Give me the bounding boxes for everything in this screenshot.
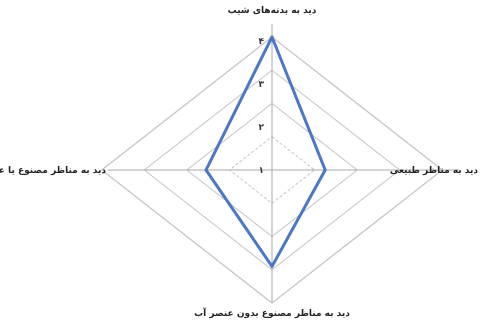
series-layer bbox=[204, 35, 327, 268]
axis-label-top: دید به بدنه‌های شیب bbox=[228, 6, 317, 16]
tick-label-1: ۱ bbox=[259, 166, 265, 176]
tick-label-3: ۳ bbox=[259, 80, 265, 90]
series-0-point-3 bbox=[204, 168, 208, 172]
axis-label-bottom: دید به مناظر مصنوع بدون عنصر آب bbox=[194, 307, 350, 319]
axis-label-left: دید به مناظر مصنوع یا عنصر آب bbox=[0, 164, 106, 176]
series-0-point-2 bbox=[270, 264, 274, 268]
series-0-point-0 bbox=[270, 35, 274, 39]
axis-label-right: دید به مناظر طبیعی bbox=[390, 166, 479, 176]
gridline-1 bbox=[228, 136, 316, 204]
tick-label-4: ۴ bbox=[259, 37, 265, 47]
axis-layer bbox=[108, 24, 459, 302]
series-0-point-1 bbox=[323, 168, 327, 172]
tick-layer: ۱ ۲ ۳ ۴ bbox=[259, 37, 265, 176]
tick-label-2: ۲ bbox=[259, 123, 265, 133]
gridline-4 bbox=[100, 36, 444, 304]
axis-label-layer: دید به بدنه‌های شیب دید به مناظر طبیعی د… bbox=[0, 6, 478, 319]
